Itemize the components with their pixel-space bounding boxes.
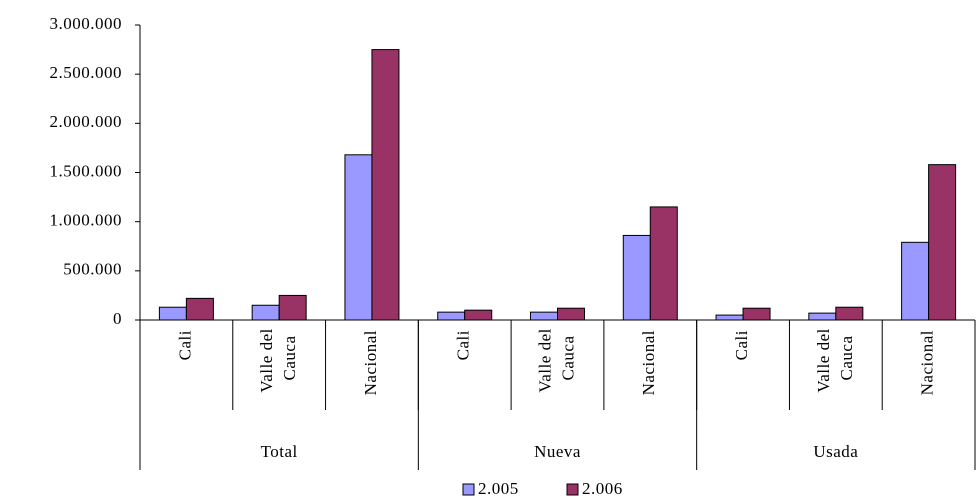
bar (278, 294, 307, 321)
group-label: Total (261, 442, 298, 461)
y-tick-label: 1.500.000 (50, 161, 123, 180)
group-label: Usada (813, 442, 858, 461)
bar (808, 312, 837, 321)
legend-swatch (462, 483, 475, 496)
y-tick-label: 0 (113, 309, 122, 328)
bar (622, 234, 651, 321)
bar (715, 314, 744, 321)
bar (344, 154, 373, 321)
y-tick-label: 2.000.000 (50, 112, 123, 131)
x-tick-label: Valle del Cauca (535, 323, 577, 392)
x-tick-label: Cali (175, 330, 194, 360)
bar (530, 311, 558, 321)
y-tick-label: 500.000 (63, 260, 122, 279)
bar (437, 311, 466, 321)
bar (371, 49, 400, 321)
y-tick-label: 2.500.000 (50, 63, 123, 82)
bar (928, 164, 957, 321)
x-tick-label: Valle del Cauca (257, 323, 299, 392)
bar (251, 304, 280, 321)
bar (158, 306, 187, 321)
x-tick-label: Nacional (361, 330, 380, 395)
legend-label: 2.005 (478, 479, 519, 498)
group-label: Nueva (534, 442, 581, 461)
legend-label: 2.006 (582, 479, 623, 498)
y-tick-label: 1.000.000 (50, 211, 123, 230)
bar (185, 297, 214, 321)
x-tick-label: Nacional (918, 330, 937, 395)
x-tick-label: Nacional (639, 330, 658, 395)
x-tick-label: Cali (732, 330, 751, 360)
legend-swatch (566, 483, 579, 496)
x-tick-label: Cali (454, 330, 473, 360)
bar (464, 309, 493, 321)
bar (742, 307, 771, 321)
bar (835, 306, 864, 321)
x-tick-label: Valle del Cauca (814, 323, 856, 392)
bar (557, 307, 585, 321)
y-tick-label: 3.000.000 (50, 14, 123, 33)
bar (901, 241, 930, 321)
bar (649, 206, 678, 321)
